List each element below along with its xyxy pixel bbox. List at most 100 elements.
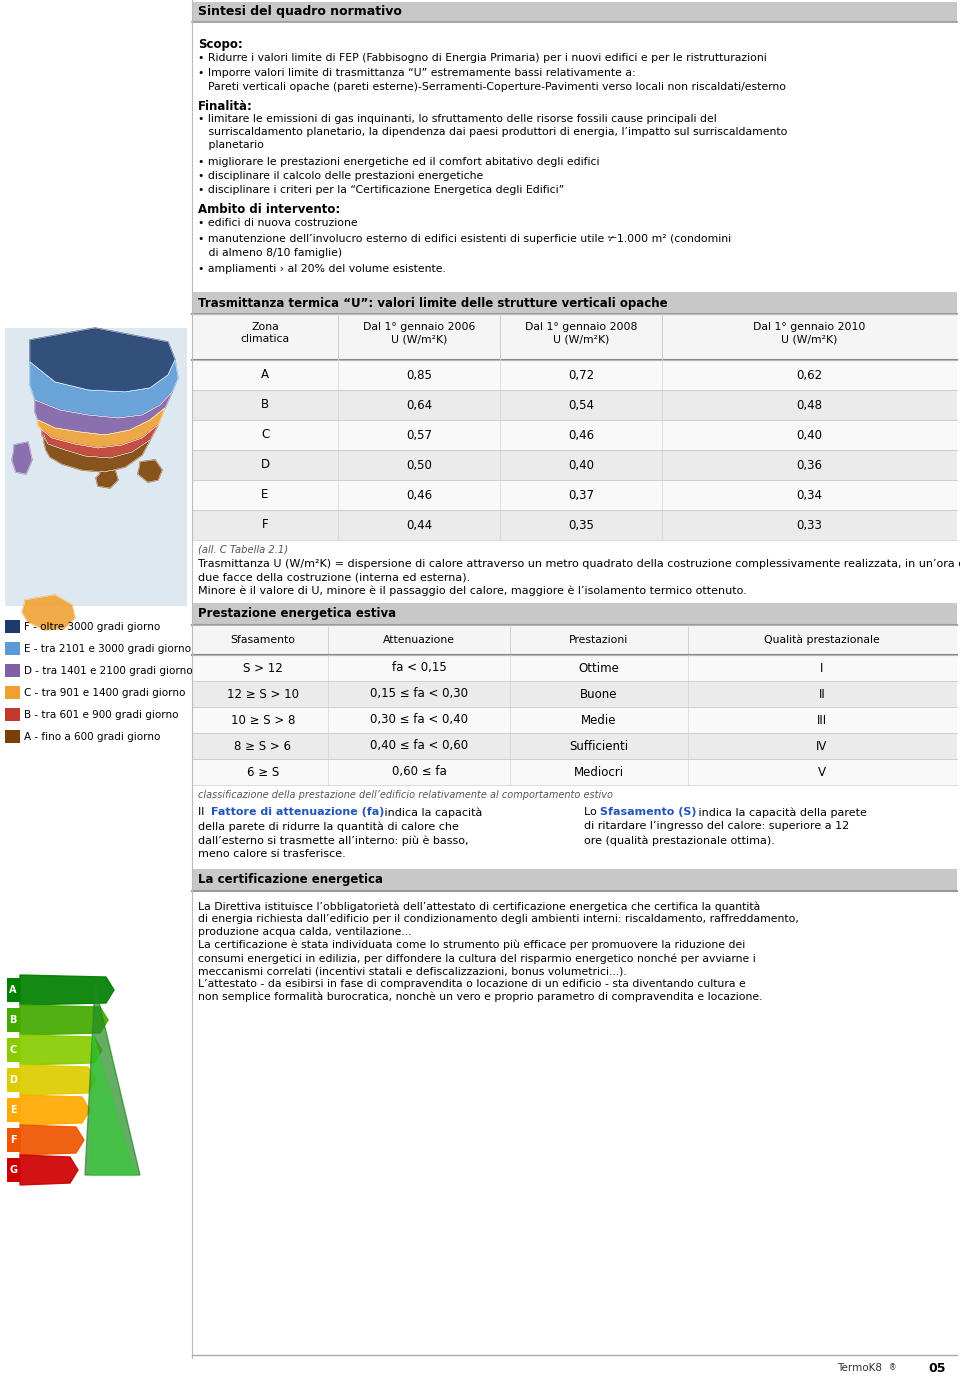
Text: dall’esterno si trasmette all’interno: più è basso,: dall’esterno si trasmette all’interno: p… <box>198 835 468 845</box>
Text: della parete di ridurre la quantità di calore che: della parete di ridurre la quantità di c… <box>198 821 459 831</box>
Text: 0,72: 0,72 <box>568 368 594 381</box>
Text: ore (qualità prestazionale ottima).: ore (qualità prestazionale ottima). <box>584 835 775 845</box>
Polygon shape <box>20 1155 78 1186</box>
Bar <box>7 1127 20 1152</box>
Text: F: F <box>262 518 268 532</box>
Bar <box>192 733 957 759</box>
Text: 0,40 ≤ fa < 0,60: 0,40 ≤ fa < 0,60 <box>370 740 468 752</box>
Bar <box>7 1098 20 1122</box>
Polygon shape <box>85 985 140 1174</box>
Text: 0,48: 0,48 <box>796 399 822 411</box>
Text: Dal 1° gennaio 2008: Dal 1° gennaio 2008 <box>525 321 637 332</box>
Text: U (W/m²K): U (W/m²K) <box>553 334 610 343</box>
Text: Scopo:: Scopo: <box>198 37 243 51</box>
Polygon shape <box>12 442 32 474</box>
Bar <box>192 602 957 625</box>
Text: A: A <box>261 368 269 381</box>
Text: due facce della costruzione (interna ed esterna).: due facce della costruzione (interna ed … <box>198 572 470 582</box>
Text: • edifici di nuova costruzione: • edifici di nuova costruzione <box>198 217 358 229</box>
Bar <box>192 450 957 481</box>
Text: F - oltre 3000 gradi giorno: F - oltre 3000 gradi giorno <box>24 622 160 632</box>
Polygon shape <box>96 470 118 488</box>
Text: produzione acqua calda, ventilazione...: produzione acqua calda, ventilazione... <box>198 927 412 938</box>
Text: Sintesi del quadro normativo: Sintesi del quadro normativo <box>198 6 402 18</box>
Text: Pareti verticali opache (pareti esterne)-Serramenti-Coperture-Pavimenti verso lo: Pareti verticali opache (pareti esterne)… <box>208 82 786 91</box>
Bar <box>5 620 20 633</box>
Bar <box>7 1037 20 1062</box>
Polygon shape <box>90 1035 135 1174</box>
Text: (all. C Tabella 2.1): (all. C Tabella 2.1) <box>198 546 288 555</box>
Text: 0,64: 0,64 <box>406 399 432 411</box>
Text: 0,46: 0,46 <box>406 489 432 501</box>
Text: 05: 05 <box>928 1361 946 1374</box>
Text: B - tra 601 e 900 gradi giorno: B - tra 601 e 900 gradi giorno <box>24 709 179 719</box>
Text: D: D <box>9 1075 17 1084</box>
Text: A: A <box>10 985 16 994</box>
Text: Lo: Lo <box>584 807 600 817</box>
Bar <box>192 314 957 360</box>
Polygon shape <box>38 409 165 447</box>
Bar <box>192 481 957 510</box>
Text: • limitare le emissioni di gas inquinanti, lo sfruttamento delle risorse fossili: • limitare le emissioni di gas inquinant… <box>198 114 717 125</box>
Bar <box>192 706 957 733</box>
Bar <box>192 868 957 891</box>
Polygon shape <box>44 435 150 472</box>
Bar <box>192 292 957 314</box>
Text: 0,34: 0,34 <box>796 489 822 501</box>
Text: Ambito di intervento:: Ambito di intervento: <box>198 204 340 216</box>
Text: • Imporre valori limite di trasmittanza “U” estremamente bassi relativamente a:: • Imporre valori limite di trasmittanza … <box>198 68 636 78</box>
Text: 0,33: 0,33 <box>796 518 822 532</box>
Bar <box>192 391 957 420</box>
Polygon shape <box>20 1006 108 1035</box>
Text: C - tra 901 e 1400 gradi giorno: C - tra 901 e 1400 gradi giorno <box>24 687 185 698</box>
Text: Buone: Buone <box>580 687 617 701</box>
Text: 12 ≥ S > 10: 12 ≥ S > 10 <box>227 687 299 701</box>
Text: classificazione della prestazione dell’edificio relativamente al comportamento e: classificazione della prestazione dell’e… <box>198 789 613 801</box>
Text: S > 12: S > 12 <box>243 662 283 674</box>
Bar <box>192 625 957 655</box>
Text: di energia richiesta dall’edificio per il condizionamento degli ambienti interni: di energia richiesta dall’edificio per i… <box>198 914 799 924</box>
Text: Fattore di attenuazione (fa): Fattore di attenuazione (fa) <box>211 807 384 817</box>
Text: Sfasamento: Sfasamento <box>230 634 296 645</box>
Text: TermoK8: TermoK8 <box>837 1363 882 1373</box>
Text: G: G <box>9 1165 17 1174</box>
Text: planetario: planetario <box>198 140 264 150</box>
Text: • Ridurre i valori limite di FEP (Fabbisogno di Energia Primaria) per i nuovi ed: • Ridurre i valori limite di FEP (Fabbis… <box>198 53 767 62</box>
Text: V: V <box>818 766 826 778</box>
Bar <box>192 1 957 22</box>
Text: E: E <box>261 489 269 501</box>
Text: 0,37: 0,37 <box>568 489 594 501</box>
Text: B: B <box>261 399 269 411</box>
Text: A - fino a 600 gradi giorno: A - fino a 600 gradi giorno <box>24 731 160 741</box>
Text: D - tra 1401 e 2100 gradi giorno: D - tra 1401 e 2100 gradi giorno <box>24 666 193 676</box>
Bar <box>5 730 20 742</box>
Text: E - tra 2101 e 3000 gradi giorno: E - tra 2101 e 3000 gradi giorno <box>24 644 191 654</box>
Text: meno calore si trasferisce.: meno calore si trasferisce. <box>198 849 346 859</box>
Text: La certificazione è stata individuata come lo strumento più efficace per promuov: La certificazione è stata individuata co… <box>198 940 745 950</box>
Text: Sufficienti: Sufficienti <box>569 740 629 752</box>
Bar <box>192 510 957 540</box>
Text: 6 ≥ S: 6 ≥ S <box>247 766 279 778</box>
Text: ®: ® <box>889 1363 897 1373</box>
Text: 0,50: 0,50 <box>406 458 432 471</box>
Text: Minore è il valore di U, minore è il passaggio del calore, maggiore è l’isolamen: Minore è il valore di U, minore è il pas… <box>198 584 747 596</box>
Bar <box>192 420 957 450</box>
Text: II: II <box>819 687 826 701</box>
Polygon shape <box>20 1035 102 1065</box>
Text: 0,60 ≤ fa: 0,60 ≤ fa <box>392 766 446 778</box>
Text: Ottime: Ottime <box>579 662 619 674</box>
Text: Sfasamento (S): Sfasamento (S) <box>600 807 697 817</box>
Text: 0,44: 0,44 <box>406 518 432 532</box>
Text: La Direttiva istituisce l’obbligatorietà dell’attestato di certificazione energe: La Direttiva istituisce l’obbligatorietà… <box>198 902 760 911</box>
Text: meccanismi correlati (incentivi statali e defiscalizzazioni, bonus volumetrici..: meccanismi correlati (incentivi statali … <box>198 965 627 976</box>
Bar <box>5 663 20 677</box>
Text: D: D <box>260 458 270 471</box>
Bar <box>192 759 957 785</box>
Text: L’attestato - da esibirsi in fase di compravendita o locazione di un edificio - : L’attestato - da esibirsi in fase di com… <box>198 979 746 989</box>
Bar <box>7 1008 20 1032</box>
Polygon shape <box>30 328 175 392</box>
Text: non semplice formalità burocratica, nonchè un vero e proprio parametro di compra: non semplice formalità burocratica, nonc… <box>198 992 762 1003</box>
Polygon shape <box>22 596 75 630</box>
Text: 0,85: 0,85 <box>406 368 432 381</box>
Polygon shape <box>20 1096 90 1125</box>
